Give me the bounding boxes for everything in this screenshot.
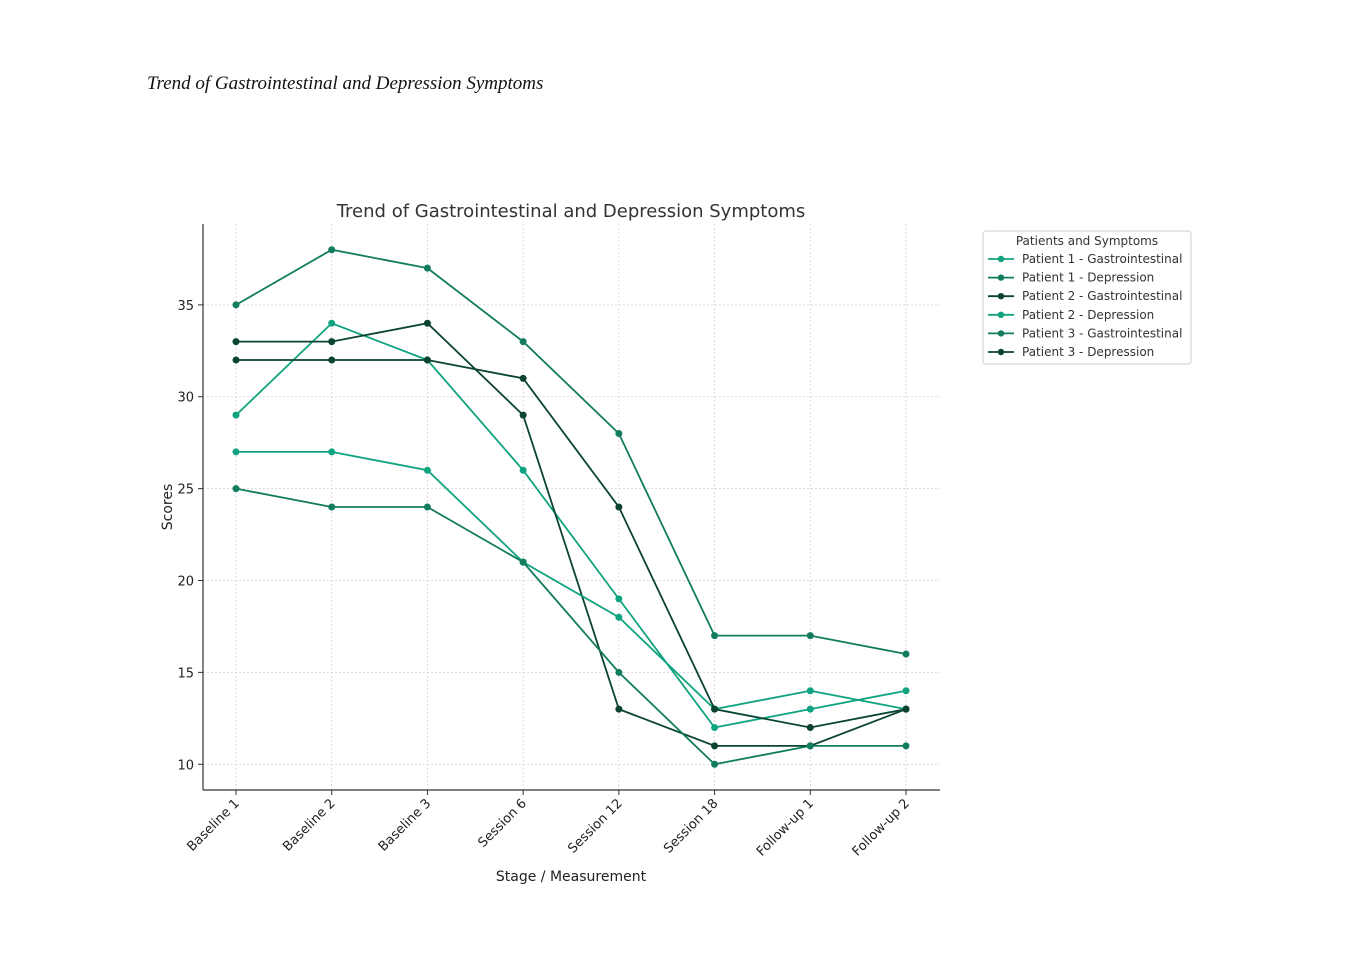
data-point [711, 632, 719, 640]
data-point [519, 374, 527, 382]
data-point [328, 448, 336, 456]
series-patient-1-gastrointestinal [232, 319, 910, 732]
data-point [806, 687, 814, 695]
data-point [615, 503, 623, 511]
series-patient-1-depression [232, 246, 910, 658]
data-point [615, 595, 623, 603]
data-point [328, 338, 336, 346]
legend-entry: Patient 1 - Gastrointestinal [1022, 252, 1182, 266]
x-tick-label: Follow-up 1 [754, 796, 817, 859]
data-point [902, 742, 910, 750]
legend-title: Patients and Symptoms [1016, 234, 1158, 248]
data-point [519, 411, 527, 419]
x-tick-label: Session 18 [661, 796, 721, 856]
legend-entry: Patient 2 - Depression [1022, 308, 1154, 322]
x-tick-label: Baseline 1 [184, 796, 242, 854]
data-point [423, 503, 431, 511]
x-tick-label: Baseline 3 [376, 796, 434, 854]
legend-swatch-marker [997, 348, 1005, 356]
legend-entry: Patient 2 - Gastrointestinal [1022, 289, 1182, 303]
series-line [235, 248, 907, 655]
data-point [519, 338, 527, 346]
legend-swatch-marker [997, 311, 1005, 318]
legend-entry: Patient 1 - Depression [1022, 271, 1154, 285]
legend: Patients and Symptoms Patient 1 - Gastro… [982, 230, 1192, 365]
series-line [236, 322, 907, 747]
x-tick-label: Follow-up 2 [850, 796, 913, 859]
series-lines [232, 246, 910, 768]
legend-swatch-marker [997, 274, 1005, 281]
legend-entry: Patient 3 - Depression [1022, 345, 1154, 359]
x-axis-label: Stage / Measurement [496, 869, 647, 885]
data-point [806, 632, 814, 640]
data-point [615, 613, 623, 621]
series-patient-3-gastrointestinal [232, 485, 910, 768]
series-patient-3-depression [232, 356, 910, 732]
data-point [615, 668, 623, 676]
data-point [423, 356, 431, 364]
series-line [236, 450, 907, 711]
data-point [711, 705, 719, 713]
data-point [711, 760, 719, 768]
data-point [423, 319, 431, 327]
data-point [711, 742, 719, 750]
y-tick-label: 30 [177, 391, 194, 406]
y-tick-label: 25 [177, 483, 194, 498]
data-point [806, 742, 814, 750]
series-patient-2-gastrointestinal [232, 319, 910, 750]
data-point [806, 724, 814, 732]
legend-swatch-marker [997, 293, 1005, 300]
data-point [711, 724, 719, 732]
data-point [232, 448, 240, 456]
y-tick-label: 15 [177, 666, 194, 681]
series-line [236, 359, 907, 729]
data-point [232, 338, 240, 346]
data-point [519, 466, 527, 474]
data-point [806, 705, 814, 713]
y-axis-label: Scores [160, 484, 176, 531]
data-point [423, 466, 431, 474]
legend-entry: Patient 3 - Gastrointestinal [1022, 326, 1182, 340]
data-point [519, 558, 527, 566]
data-point [423, 264, 431, 272]
data-point [328, 319, 336, 327]
data-point [232, 485, 240, 493]
grid [203, 224, 940, 790]
chart-title: Trend of Gastrointestinal and Depression… [336, 201, 806, 222]
data-point [615, 705, 623, 713]
data-point [232, 301, 240, 309]
data-point [328, 503, 336, 511]
data-point [902, 687, 910, 695]
data-point [232, 356, 240, 364]
data-point [615, 429, 623, 437]
y-tick-label: 10 [177, 758, 194, 773]
data-point [902, 650, 910, 658]
series-line [235, 322, 907, 729]
x-tick-label: Baseline 2 [280, 796, 338, 854]
y-tick-label: 35 [177, 299, 194, 314]
data-point [328, 356, 336, 364]
x-tick-label: Session 6 [476, 796, 530, 850]
series-line [235, 487, 906, 766]
legend-swatch-marker [997, 255, 1005, 263]
data-point [232, 411, 240, 419]
legend-swatch-marker [997, 330, 1005, 337]
y-tick-label: 20 [177, 575, 194, 590]
x-tick-label: Session 12 [565, 796, 625, 856]
document-title: Trend of Gastrointestinal and Depression… [147, 73, 544, 94]
data-point [328, 246, 336, 254]
data-point [902, 705, 910, 713]
